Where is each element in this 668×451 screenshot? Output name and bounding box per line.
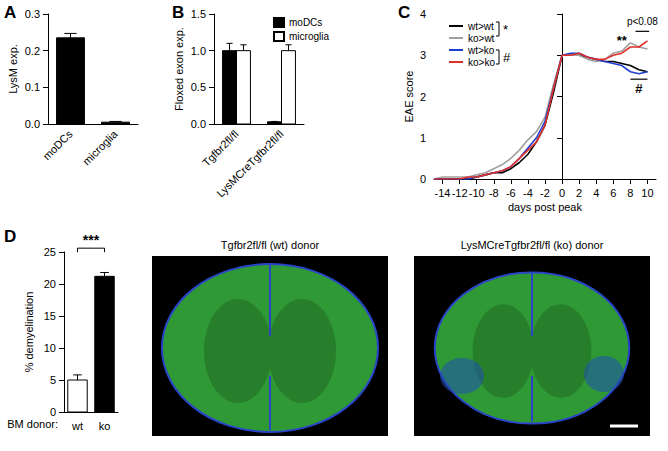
svg-text:#: # <box>503 50 511 65</box>
svg-text:8: 8 <box>627 187 633 199</box>
svg-text:10: 10 <box>641 187 653 199</box>
svg-text:1: 1 <box>420 132 426 144</box>
svg-text:*: * <box>503 22 508 37</box>
svg-text:-6: -6 <box>506 187 516 199</box>
svg-text:% demyelination: % demyelination <box>23 292 35 373</box>
svg-text:15: 15 <box>44 310 56 322</box>
svg-text:5: 5 <box>50 374 56 386</box>
svg-text:0.1: 0.1 <box>25 81 40 93</box>
svg-text:-8: -8 <box>489 187 499 199</box>
svg-text:BM donor:: BM donor: <box>7 418 58 430</box>
svg-text:***: *** <box>83 232 100 248</box>
svg-text:C: C <box>398 3 410 22</box>
svg-text:2: 2 <box>420 91 426 103</box>
svg-text:3: 3 <box>420 49 426 61</box>
svg-text:LysMCreTgfbr2fl/fl: LysMCreTgfbr2fl/fl <box>214 128 286 200</box>
svg-text:-2: -2 <box>540 187 550 199</box>
svg-text:0.0: 0.0 <box>191 118 206 130</box>
svg-text:1.5: 1.5 <box>191 8 206 20</box>
svg-text:p<0.08: p<0.08 <box>627 16 658 27</box>
svg-text:25: 25 <box>44 246 56 258</box>
svg-text:0: 0 <box>50 406 56 418</box>
svg-text:D: D <box>4 227 16 246</box>
svg-text:LysMCreTgfbr2fl/fl (ko) donor: LysMCreTgfbr2fl/fl (ko) donor <box>461 239 604 251</box>
svg-text:2: 2 <box>576 187 582 199</box>
svg-text:microglia: microglia <box>289 31 329 42</box>
svg-text:-14: -14 <box>435 187 451 199</box>
svg-text:0: 0 <box>559 187 565 199</box>
svg-text:microglia: microglia <box>80 127 120 167</box>
svg-text:-4: -4 <box>523 187 533 199</box>
svg-text:wt: wt <box>71 420 83 432</box>
svg-text:0.2: 0.2 <box>25 45 40 57</box>
svg-text:0.0: 0.0 <box>25 118 40 130</box>
svg-text:-12: -12 <box>452 187 468 199</box>
svg-text:0.3: 0.3 <box>25 8 40 20</box>
svg-text:Floxed exon exp.: Floxed exon exp. <box>173 27 185 111</box>
svg-text:4: 4 <box>420 8 426 20</box>
svg-text:10: 10 <box>44 342 56 354</box>
svg-text:1.0: 1.0 <box>191 45 206 57</box>
svg-text:4: 4 <box>593 187 599 199</box>
svg-text:6: 6 <box>610 187 616 199</box>
svg-text:moDCs: moDCs <box>40 127 75 162</box>
svg-text:B: B <box>172 3 184 22</box>
svg-text:LysM exp.: LysM exp. <box>7 44 19 94</box>
svg-text:0: 0 <box>420 173 426 185</box>
svg-text:Tgfbr2fl/fl: Tgfbr2fl/fl <box>200 128 241 169</box>
svg-text:moDCs: moDCs <box>289 17 322 28</box>
svg-text:ko>ko: ko>ko <box>468 57 495 68</box>
svg-text:0.5: 0.5 <box>191 81 206 93</box>
svg-text:A: A <box>4 3 16 22</box>
svg-text:20: 20 <box>44 278 56 290</box>
svg-text:wt>ko: wt>ko <box>467 45 495 56</box>
svg-text:ko>wt: ko>wt <box>468 33 495 44</box>
svg-text:EAE score: EAE score <box>403 71 415 123</box>
svg-text:days post peak: days post peak <box>508 201 582 213</box>
svg-text:Tgfbr2fl/fl (wt) donor: Tgfbr2fl/fl (wt) donor <box>221 239 320 251</box>
svg-text:wt>wt: wt>wt <box>467 21 494 32</box>
svg-text:-10: -10 <box>469 187 485 199</box>
svg-text:ko: ko <box>99 420 111 432</box>
svg-text:#: # <box>635 81 643 96</box>
